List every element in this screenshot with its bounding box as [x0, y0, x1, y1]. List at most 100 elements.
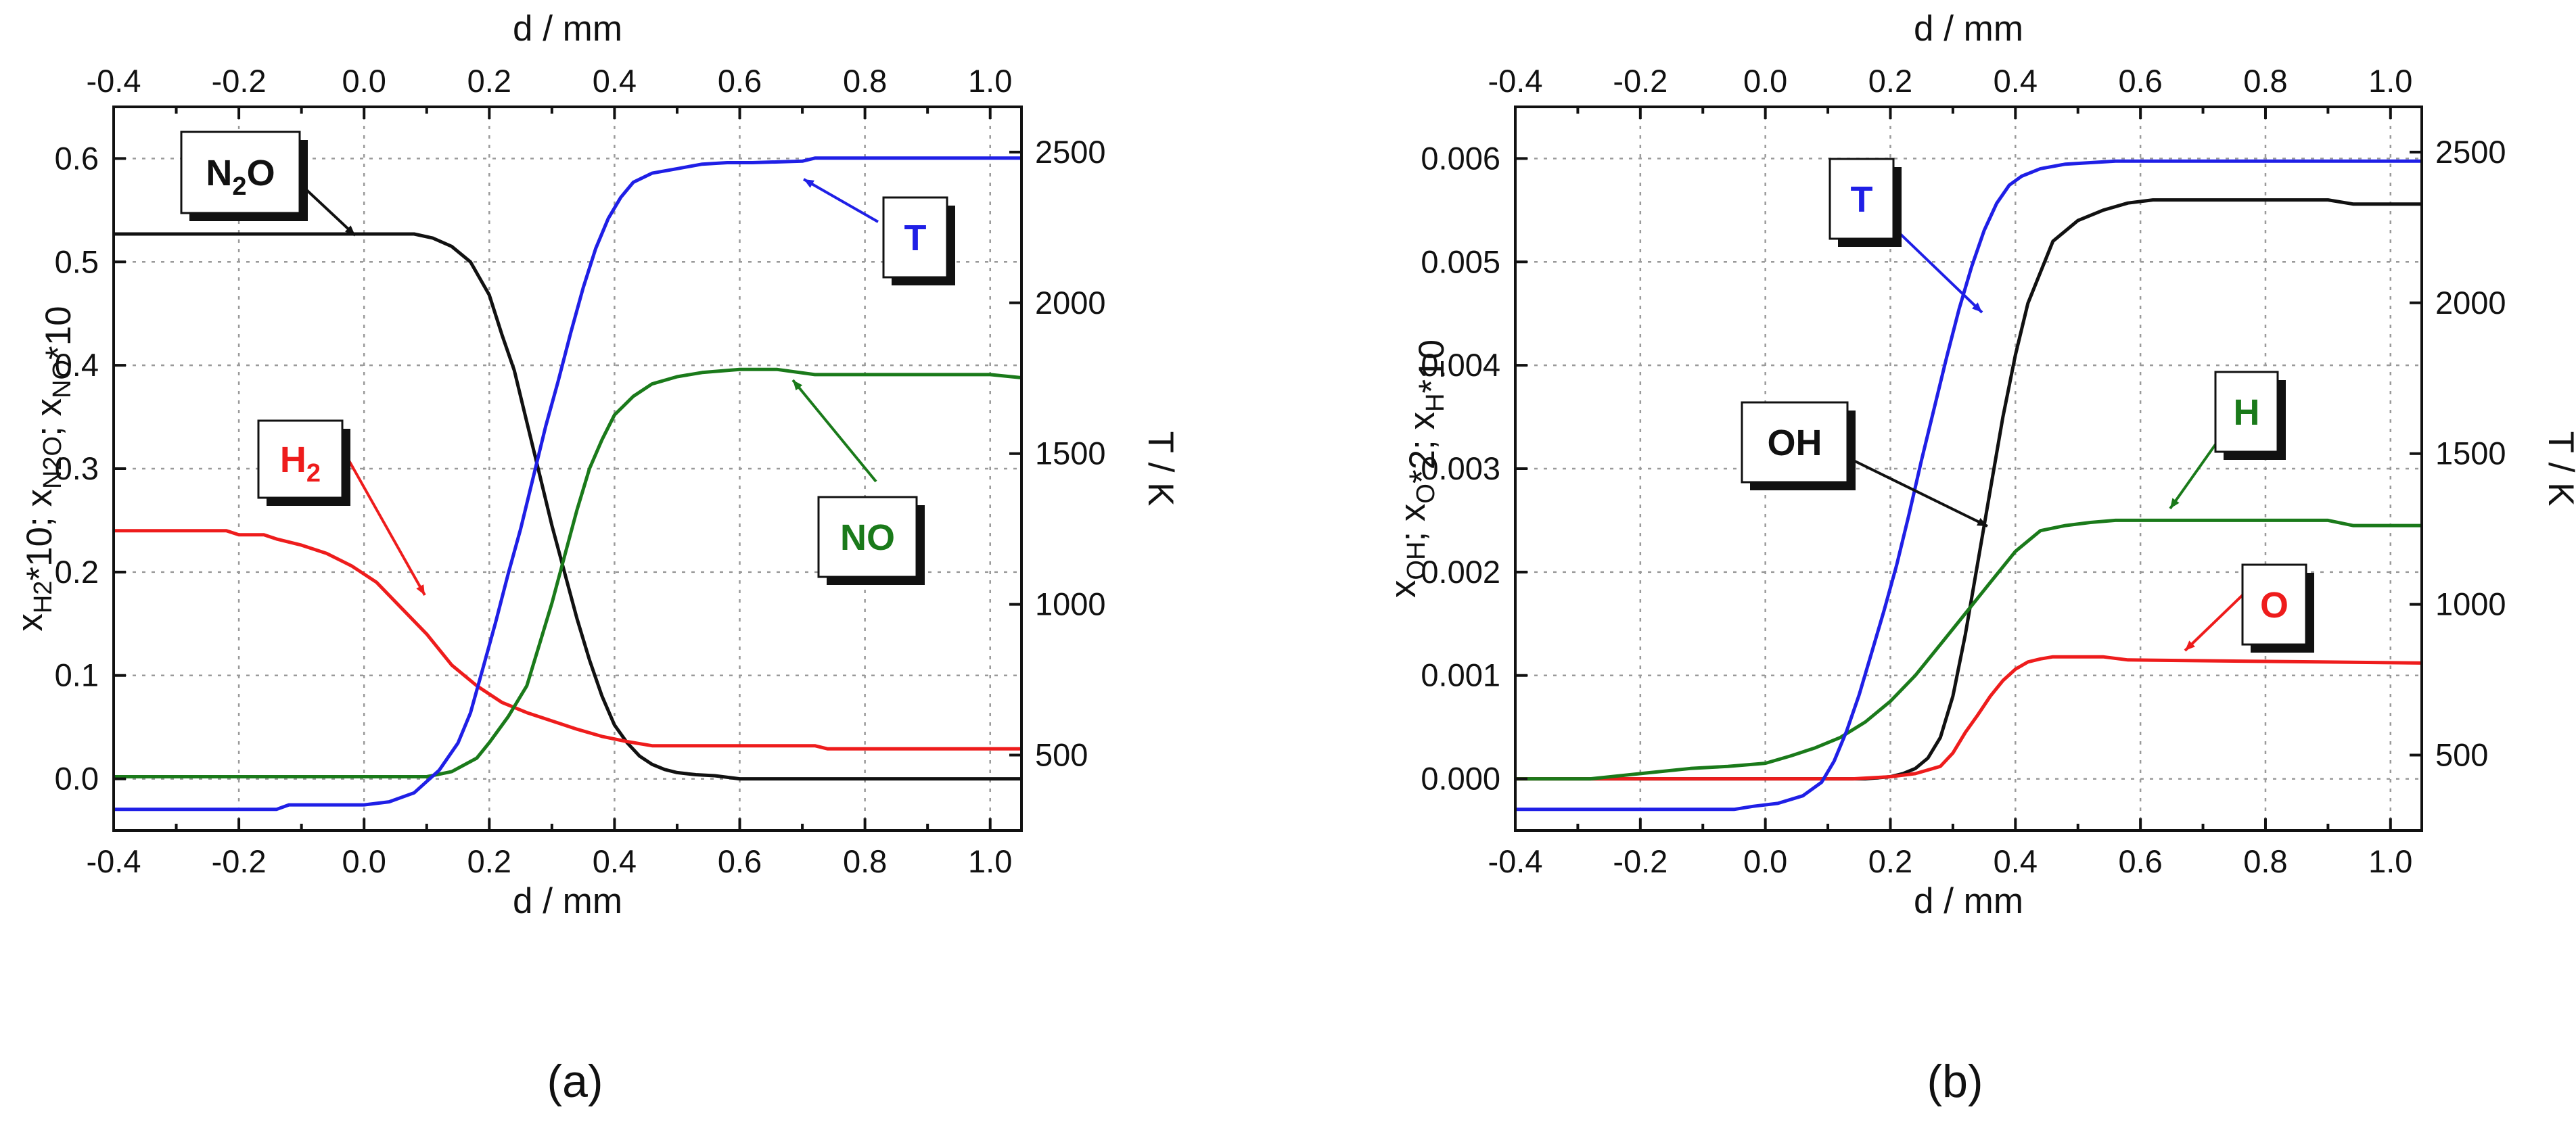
x-top-tick-label: 1.0	[968, 63, 1012, 99]
annotation-box	[257, 419, 344, 499]
annotation-leader-line	[2184, 594, 2244, 652]
x-top-tick-label: 0.4	[1994, 63, 2038, 99]
x-top-tick-label: 1.0	[2368, 63, 2412, 99]
panel-b: (b) -0.4 -0.4 -0.2 -0.2 0.0 0.0 0.2 0.2 0.4 0.4 0.…	[1383, 9, 2576, 1107]
annotation-label-main: H	[280, 440, 306, 480]
y-axis-title-sub: H2	[29, 581, 58, 614]
y-tick-label: 0.5	[55, 243, 99, 279]
annotation-o: O	[2184, 563, 2314, 653]
x-tick-label: -0.4	[87, 843, 141, 879]
series-no-line	[114, 367, 1022, 778]
annotation-box	[2214, 371, 2279, 453]
x-tick-label: 0.8	[2243, 843, 2287, 879]
x-tick-label: 0.6	[718, 843, 762, 879]
annotation-label-main: O	[2260, 585, 2288, 626]
x-tick-label: 0.6	[2118, 843, 2162, 879]
annotation-label-main: T	[1851, 179, 1873, 220]
annotation-label: H	[2234, 392, 2260, 433]
annotation-label-main: N	[206, 153, 232, 193]
y-tick-label: 0.000	[1421, 761, 1500, 797]
y-right-tick-label: 2500	[1035, 134, 1106, 170]
x-top-tick-label: 0.8	[843, 63, 887, 99]
y-right-tick-label: 500	[1035, 737, 1088, 773]
y-axis-title-var: x	[29, 398, 69, 417]
annotation-leader-line	[340, 446, 426, 596]
x-tick-label: 1.0	[968, 843, 1012, 879]
x-top-tick-label: 0.2	[467, 63, 511, 99]
annotation-leader-line	[791, 379, 877, 483]
annotation-label-main: H	[2234, 392, 2260, 433]
annotation-t: T	[1828, 158, 1983, 314]
y-axis-title-var: x	[20, 489, 60, 507]
annotation-label: T	[904, 218, 927, 258]
y-right-tick-label: 2000	[1035, 285, 1106, 321]
y-axis-title-var: x	[10, 613, 50, 632]
x-tick-label: 0.0	[342, 843, 386, 879]
annotation-box	[1828, 158, 1895, 240]
y-axis-title-sub: O	[1412, 484, 1440, 504]
x-top-tick-label: 0.4	[593, 63, 637, 99]
annotation-no: NO	[791, 379, 925, 585]
y-axis-title-text: ;	[29, 416, 69, 436]
y-tick-label: 0.006	[1421, 140, 1500, 176]
x-tick-label: -0.4	[1488, 843, 1543, 879]
y-tick-label: 0.004	[1421, 347, 1500, 383]
y-tick-label: 0.3	[55, 450, 99, 486]
annotation-arrowhead	[1977, 517, 1987, 526]
annotation-label-sub: 2	[232, 172, 246, 201]
x-tick-label: 0.8	[843, 843, 887, 879]
annotation-arrowhead	[2185, 640, 2195, 651]
annotation-arrowhead	[793, 380, 803, 391]
y-tick-label: 0.6	[55, 140, 99, 176]
y-tick-label: 0.0	[55, 761, 99, 797]
series-h2-line	[114, 529, 1021, 751]
series-o-line	[1515, 655, 2422, 781]
annotation-label: N2O	[206, 153, 275, 201]
annotation-arrowhead	[2170, 498, 2180, 509]
y-axis-title: xH2*10; xN2O; xNO*10	[10, 306, 78, 631]
annotation-box	[1741, 401, 1849, 484]
y-axis-title-var: x	[1402, 412, 1442, 430]
y-axis-title-sub: OH	[1402, 542, 1431, 580]
y-right-tick-label: 500	[2435, 737, 2488, 773]
y-tick-label: 0.001	[1421, 657, 1500, 693]
annotation-n2o: N2O	[180, 131, 356, 237]
y-axis-title-text: *10	[1412, 339, 1452, 394]
y-tick-label: 0.005	[1421, 243, 1500, 279]
annotation-label: T	[1851, 179, 1873, 220]
x-top-tick-label: 0.8	[2243, 63, 2287, 99]
annotation-label-main: T	[904, 218, 927, 258]
y-axis-title-text: ;	[1393, 521, 1433, 541]
x-tick-label: 0.2	[467, 843, 511, 879]
x-top-tick-label: 0.6	[2118, 63, 2162, 99]
annotation-h2: H2	[257, 419, 426, 596]
annotation-label-sub: 2	[306, 459, 321, 488]
x-axis-top-title: d / mm	[513, 9, 622, 49]
x-tick-label: 0.0	[1743, 843, 1787, 879]
y-right-tick-label: 2000	[2435, 285, 2506, 321]
y-axis-title-sub: NO	[48, 360, 76, 398]
annotation-arrowhead	[1972, 302, 1982, 312]
annotation-label: O	[2260, 585, 2288, 626]
y-axis-title-var: x	[1393, 504, 1433, 522]
x-top-tick-label: -0.4	[1488, 63, 1543, 99]
x-top-tick-label: -0.2	[1613, 63, 1668, 99]
y-tick-label: 0.1	[55, 657, 99, 693]
series-t-line	[114, 156, 1021, 812]
y-tick-label: 0.4	[55, 347, 99, 383]
annotation-label-main: OH	[1768, 423, 1822, 463]
y-axis-title-text: *10;	[20, 507, 60, 581]
annotation-h: H	[2169, 371, 2286, 510]
panel-a: (a) -0.4 -0.4 -0.2 -0.2 0.0 0.0 0.2 0.2 0.4 0.4 0.…	[10, 9, 1180, 1107]
annotation-box	[180, 131, 301, 214]
x-tick-label: 0.4	[593, 843, 637, 879]
panel-b-caption: (b)	[1927, 1056, 1983, 1107]
annotation-label-main: NO	[840, 517, 895, 558]
x-top-tick-label: 0.0	[1743, 63, 1787, 99]
y-tick-label: 0.2	[55, 554, 99, 590]
x-tick-label: 0.4	[1994, 843, 2038, 879]
x-top-tick-label: -0.2	[212, 63, 267, 99]
x-top-tick-label: -0.4	[87, 63, 141, 99]
annotation-arrowhead	[344, 225, 355, 235]
